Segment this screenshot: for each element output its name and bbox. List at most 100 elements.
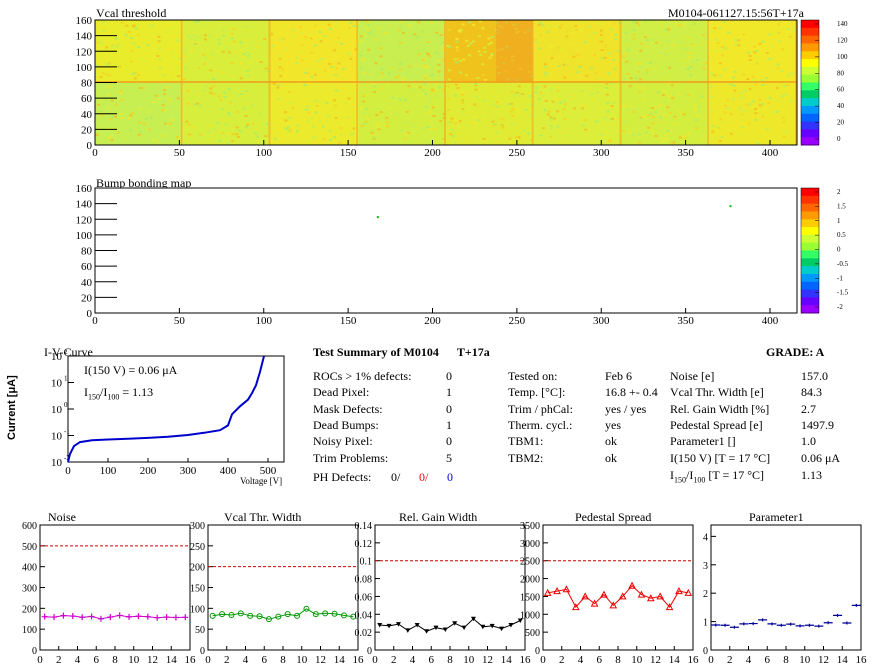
bump-map-frame — [94, 187, 798, 314]
y-tick-label: 0 — [200, 646, 205, 657]
data-point — [711, 623, 721, 627]
plot-frame — [374, 524, 526, 651]
defect-value: 0 — [446, 434, 452, 449]
data-point — [833, 613, 843, 617]
result-value: 1.0 — [801, 434, 816, 449]
iv-curve-line — [67, 355, 265, 463]
y-tick-label: 200 — [190, 563, 205, 574]
svg-text:-2: -2 — [64, 454, 70, 462]
iv-annotation-ratio: I150/I100 = 1.13 — [84, 385, 154, 402]
defect-row: Dead Pixel: 1 — [313, 385, 452, 400]
y-tick-label: 3000 — [520, 539, 540, 550]
test-info-row: TBM2: ok — [508, 451, 617, 466]
x-tick-label: 2 — [727, 654, 733, 666]
data-point — [265, 616, 272, 623]
y-tick-label: 0.02 — [355, 628, 373, 639]
result-row: Pedestal Spread [e] 1497.9 — [670, 418, 834, 433]
data-point — [675, 587, 683, 595]
y-tick-label: 100 — [76, 62, 93, 74]
data-point — [489, 623, 495, 629]
summary-title: Test Summary of M0104 T+17a — [313, 345, 490, 359]
scale-label: -1.5 — [837, 289, 849, 297]
x-tick-label: 12 — [650, 654, 661, 666]
test-info-row: TBM1: ok — [508, 434, 617, 449]
y-tick-label: 600 — [22, 521, 37, 532]
x-tick-label: 6 — [597, 654, 603, 666]
x-tick-label: 10 — [799, 654, 811, 666]
data-point — [553, 587, 561, 595]
defect-value: 5 — [446, 450, 452, 465]
defect-label: Mask Defects: — [313, 401, 383, 416]
y-tick-label: 160 — [76, 183, 93, 195]
test-info-row: Tested on: Feb 6 — [508, 369, 632, 384]
test-info-row: Trim / phCal: yes / yes — [508, 402, 646, 417]
x-tick-label: 50 — [174, 147, 186, 159]
x-tick-label: 150 — [340, 147, 357, 159]
y-tick-label: 150 — [190, 584, 205, 595]
data-point — [571, 603, 580, 611]
data-point — [60, 612, 67, 619]
y-tick-label: 0.12 — [355, 539, 373, 550]
defect-value: 1 — [446, 417, 452, 432]
data-point — [842, 621, 852, 625]
data-point — [814, 624, 824, 628]
y-tick-label: 3500 — [520, 521, 540, 532]
data-point — [294, 612, 301, 619]
x-tick-label: 0 — [372, 654, 378, 666]
defect-value: 1 — [446, 385, 452, 400]
data-point — [758, 618, 768, 622]
test-info-label: Tested on: — [508, 369, 558, 383]
test-info-value: yes / yes — [605, 401, 647, 416]
x-tick-label: 8 — [112, 654, 118, 666]
scale-label: -2 — [837, 303, 843, 311]
x-tick-label: 300 — [593, 147, 610, 159]
data-point — [322, 610, 329, 617]
data-point — [739, 622, 749, 626]
data-point — [209, 612, 216, 619]
scale-label: 60 — [837, 86, 845, 94]
x-tick-label: 250 — [509, 315, 526, 327]
data-point — [256, 613, 263, 620]
x-tick-label: 250 — [509, 147, 526, 159]
result-value: 2.7 — [801, 401, 816, 416]
test-info-value: yes — [605, 417, 621, 432]
data-point — [350, 613, 357, 620]
series-line — [379, 618, 521, 632]
data-point — [823, 621, 833, 625]
data-point — [172, 614, 179, 621]
y-tick-label: 1000 — [520, 610, 540, 621]
vcal-roc-tile — [270, 20, 359, 83]
x-tick-label: 2 — [559, 654, 565, 666]
y-tick-label: 40 — [81, 277, 93, 289]
data-point — [312, 611, 319, 618]
bump-map-plot: 0 50 100 150 200 250 300 350 4000204060801001201… — [76, 183, 849, 327]
x-tick-label: 400 — [762, 315, 779, 327]
x-tick-label: 10 — [296, 654, 308, 666]
y-tick-label: 0.06 — [355, 592, 373, 603]
data-point — [377, 623, 383, 628]
x-tick-label: 10 — [128, 654, 140, 666]
x-tick-label: 200 — [424, 315, 441, 327]
data-point — [786, 622, 796, 626]
data-point — [600, 590, 608, 598]
summary-ratio-row: I150/I100 [T = 17 °C] 1.13 — [670, 468, 822, 485]
scale-label: 1.5 — [837, 202, 846, 210]
data-point — [470, 616, 476, 622]
y-tick-label: 0.1 — [360, 557, 373, 568]
x-tick-label: 4 — [410, 654, 416, 666]
per-roc-plot-title: Pedestal Spread — [575, 510, 652, 524]
data-point — [88, 613, 95, 620]
x-tick-label: 16 — [185, 654, 197, 666]
y-tick-label: 160 — [76, 15, 93, 27]
bump-map-axes: 0 50 100 150 200 250 300 350 400 0 20 40 60 80 100 120 1… — [76, 183, 779, 327]
per-roc-plot-title: Rel. Gain Width — [399, 510, 478, 524]
x-tick-label: 12 — [818, 654, 829, 666]
data-point — [499, 626, 505, 632]
x-tick-label: 12 — [482, 654, 493, 666]
test-info-value: ok — [605, 450, 617, 465]
y-tick-label: 2500 — [520, 557, 540, 568]
y-tick-label: 0 — [32, 646, 37, 657]
data-point — [97, 615, 104, 622]
data-point — [767, 622, 777, 626]
